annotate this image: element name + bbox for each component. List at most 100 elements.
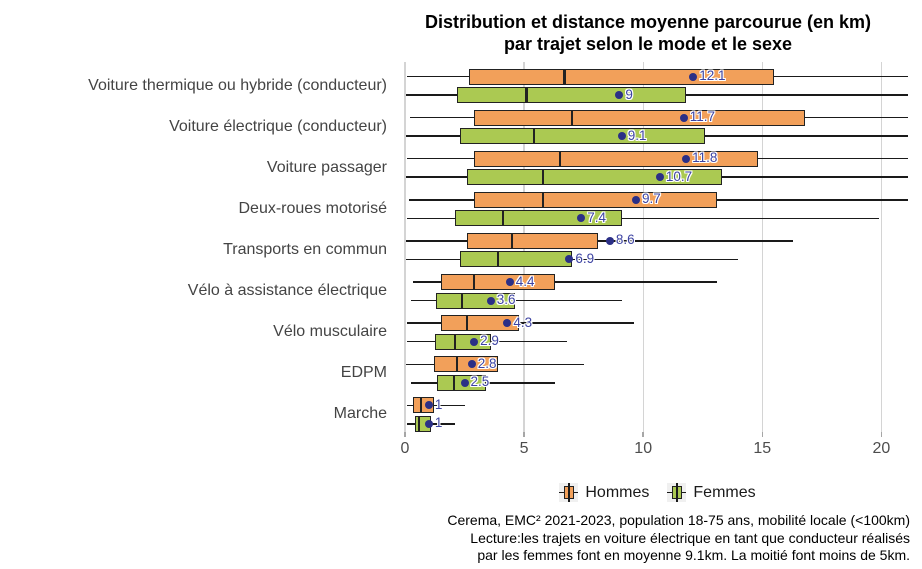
legend-label-femmes: Femmes: [693, 483, 756, 501]
gridline-x-0: [404, 62, 406, 432]
median-line-hommes: [419, 397, 423, 414]
box-hommes: [466, 232, 598, 249]
x-tick-mark: [523, 432, 525, 437]
box-femmes: [457, 87, 687, 103]
mean-dot-femmes: [460, 378, 469, 387]
x-tick-label: 15: [753, 440, 772, 457]
mean-value-label-hommes: 8.6: [615, 232, 635, 248]
mean-dot-hommes: [424, 401, 433, 410]
box-femmes: [459, 251, 572, 268]
caption-lecture-line2: par les femmes font en moyenne 9.1km. La…: [477, 547, 910, 563]
whisker-hommes: [406, 240, 794, 242]
box-femmes: [459, 128, 706, 145]
chart-title-line2: par trajet selon le mode et le sexe: [503, 34, 793, 54]
median-line-hommes: [542, 191, 545, 208]
y-axis-label: Voiture électrique (conducteur): [169, 117, 387, 135]
mean-value-label-femmes: 7.4: [587, 209, 607, 225]
mean-value-label-hommes: 4.3: [513, 314, 533, 330]
median-line-hommes: [472, 274, 476, 291]
whisker-hommes: [413, 281, 718, 283]
y-axis-label: Voiture passager: [266, 158, 387, 176]
legend-label-hommes: Hommes: [585, 483, 650, 501]
hommes-boxplot-key-icon: [559, 483, 579, 502]
x-tick-mark: [761, 432, 764, 437]
box-femmes: [435, 292, 515, 309]
x-tick-label: 10: [634, 440, 653, 457]
mean-value-label-femmes: 2.9: [480, 333, 499, 349]
whisker-hommes: [407, 404, 465, 407]
mean-value-label-femmes: 3.6: [496, 292, 516, 308]
median-line-femmes: [461, 292, 464, 309]
x-tick-label: 20: [872, 440, 891, 457]
mean-dot-hommes: [467, 360, 476, 369]
y-axis-label: Deux-roues motorisé: [238, 199, 388, 217]
mean-value-label-hommes: 4.4: [515, 273, 535, 289]
mean-dot-hommes: [689, 72, 698, 81]
mean-value-label-hommes: 1: [434, 396, 443, 412]
median-line-femmes: [501, 210, 504, 227]
mean-dot-hommes: [679, 113, 688, 122]
box-hommes: [433, 356, 498, 373]
median-line-hommes: [456, 356, 459, 373]
y-axis-label: EDPM: [340, 364, 387, 382]
mean-value-label-hommes: 11.7: [689, 109, 715, 125]
mean-value-label-femmes: 2.5: [470, 374, 490, 390]
caption-source-line: Cerema, EMC² 2021-2023, population 18-75…: [447, 512, 910, 528]
y-axis-label: Transports en commun: [223, 240, 387, 258]
mean-dot-hommes: [505, 278, 514, 287]
median-line-femmes: [525, 87, 528, 103]
mean-value-label-femmes: 1: [434, 415, 443, 431]
mean-dot-hommes: [632, 195, 641, 204]
median-line-femmes: [453, 333, 457, 350]
x-tick-label: 5: [519, 440, 529, 457]
gridline-x-20: [880, 62, 883, 432]
mean-value-label-femmes: 10.7: [665, 168, 693, 184]
mean-value-label-hommes: 11.8: [692, 150, 718, 166]
whisker-femmes: [407, 217, 880, 220]
gridline-x-10: [642, 62, 644, 432]
y-axis-labels: Voiture thermique ou hybride (conducteur…: [0, 62, 387, 432]
mean-dot-hommes: [682, 154, 691, 163]
median-line-femmes: [542, 169, 545, 186]
box-hommes: [474, 109, 806, 126]
median-line-femmes: [532, 128, 535, 145]
legend-item-hommes: Hommes: [559, 483, 649, 502]
legend: Hommes Femmes: [405, 483, 910, 502]
mean-dot-hommes: [503, 319, 512, 328]
median-line-femmes: [452, 374, 455, 391]
mean-value-label-femmes: 9: [625, 86, 633, 102]
x-tick-mark: [880, 432, 883, 437]
mean-value-label-femmes: 9.1: [627, 127, 647, 143]
box-hommes: [469, 68, 775, 85]
mean-dot-femmes: [615, 91, 624, 99]
median-line-hommes: [465, 315, 469, 332]
box-hommes: [474, 191, 718, 208]
x-tick-mark: [642, 432, 644, 437]
chart-title-line1: Distribution et distance moyenne parcour…: [424, 12, 872, 32]
mean-dot-femmes: [470, 337, 479, 346]
caption: Cerema, EMC² 2021-2023, population 18-75…: [250, 512, 910, 565]
median-line-femmes: [418, 415, 421, 432]
gridline-x-15: [761, 62, 763, 432]
mean-dot-hommes: [605, 236, 614, 245]
whisker-femmes: [410, 299, 622, 302]
mean-value-label-hommes: 2.8: [477, 355, 497, 371]
x-tick-label: 0: [400, 440, 410, 457]
mean-dot-femmes: [577, 214, 586, 223]
mean-dot-femmes: [565, 255, 574, 264]
box-hommes: [440, 315, 520, 332]
mean-dot-femmes: [655, 173, 664, 182]
whisker-hommes: [407, 322, 634, 324]
y-axis-label: Marche: [333, 405, 387, 423]
box-femmes: [434, 333, 491, 350]
median-line-hommes: [570, 109, 573, 126]
y-axis-label: Vélo à assistance électrique: [187, 282, 387, 300]
median-line-hommes: [511, 232, 514, 249]
chart-title: Distribution et distance moyenne parcour…: [383, 11, 913, 55]
mean-value-label-hommes: 12.1: [699, 68, 726, 83]
legend-item-femmes: Femmes: [667, 483, 756, 502]
femmes-boxplot-key-icon: [667, 483, 687, 502]
mean-value-label-hommes: 9.7: [642, 191, 661, 207]
mean-value-label-femmes: 6.9: [575, 250, 595, 266]
